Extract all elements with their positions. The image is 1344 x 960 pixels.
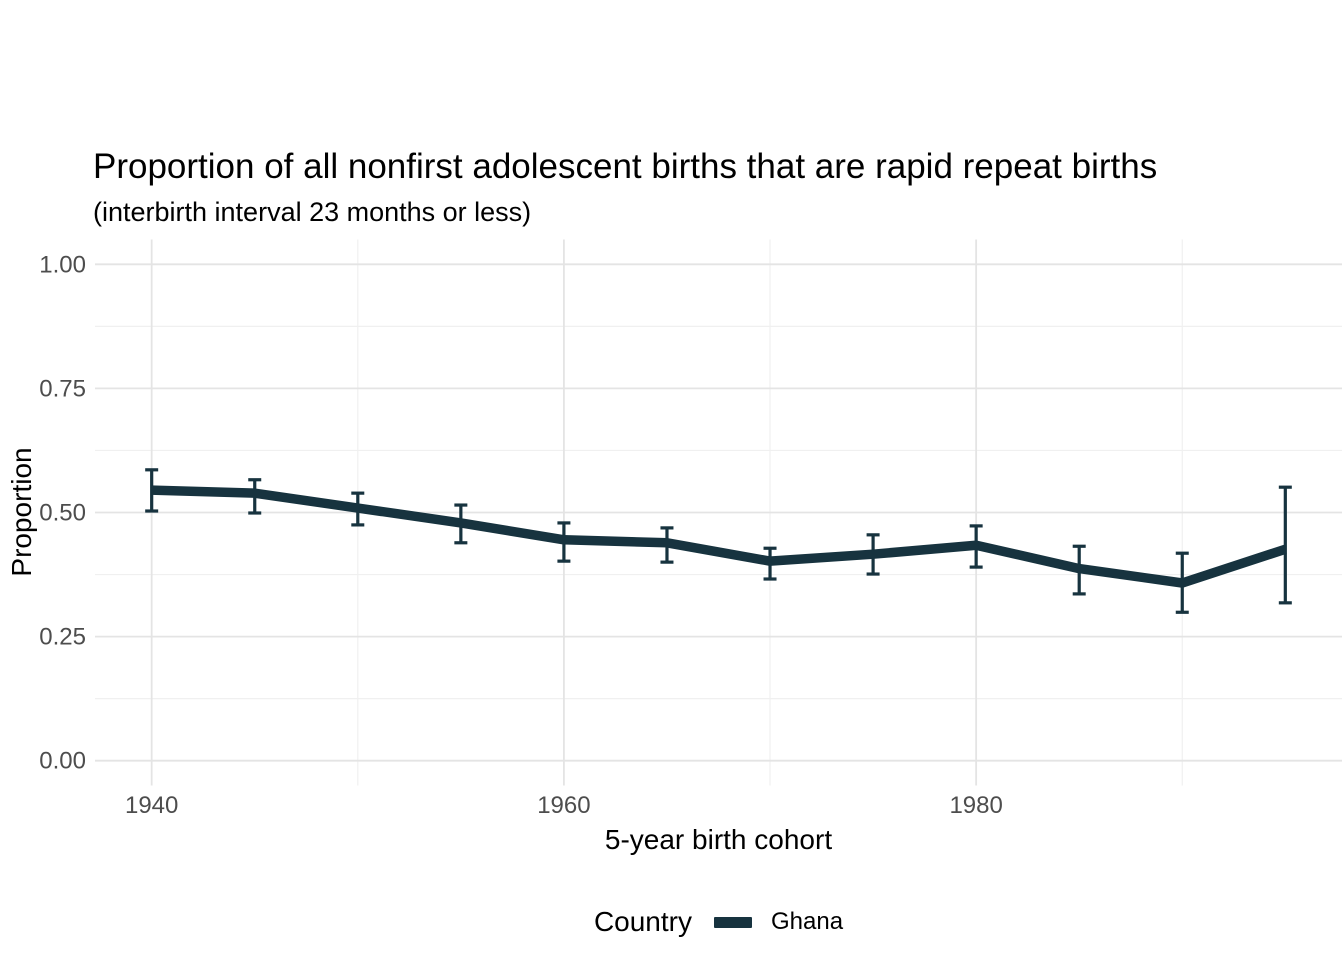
y-tick-label: 0.75	[39, 375, 86, 402]
legend-title: Country	[593, 906, 692, 937]
x-tick-label: 1960	[537, 792, 590, 819]
y-tick-label: 0.25	[39, 624, 86, 651]
chart-subtitle: (interbirth interval 23 months or less)	[93, 197, 532, 227]
legend-label-ghana: Ghana	[770, 908, 844, 935]
series-line-ghana	[151, 485, 1287, 588]
x-tick-label: 1980	[949, 792, 1002, 819]
y-tick-label: 0.50	[39, 500, 86, 527]
x-axis-title: 5-year birth cohort	[604, 824, 833, 855]
legend-key-swatch	[713, 916, 752, 928]
chart-title: Proportion of all nonfirst adolescent bi…	[93, 147, 1158, 186]
legend: Country Ghana	[95, 903, 1342, 941]
y-tick-label: 0.00	[39, 748, 86, 775]
x-tick-label: 1940	[125, 792, 178, 819]
y-tick-label: 1.00	[39, 251, 86, 278]
